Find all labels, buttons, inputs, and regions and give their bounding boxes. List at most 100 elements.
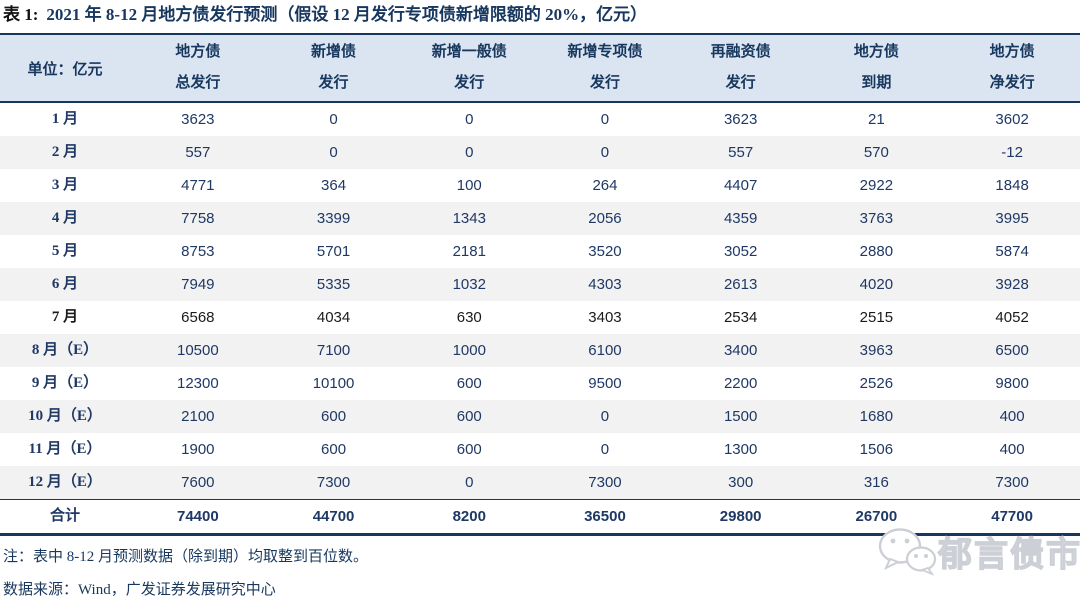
value-cell: 1900	[181, 441, 215, 458]
value-cell: 2880	[859, 243, 894, 260]
wechat-icon	[878, 528, 937, 576]
table-header: 单位：亿元 地方债 总发行 新增债 发行 新增一般债 发行 新增专项债 发行 再融资债 发行 地方债…	[0, 33, 1080, 103]
value-cell: 3602	[995, 111, 1029, 128]
value-cell: 570	[863, 144, 889, 161]
value-cell: 1300	[723, 441, 758, 458]
value-cell: 21	[868, 111, 885, 128]
value-cell: 3963	[859, 342, 894, 359]
value-cell: 600	[321, 441, 347, 458]
value-cell: 3052	[723, 243, 758, 260]
month-label: 1 月	[51, 111, 79, 127]
table-title-text: 2021 年 8-12 月地方债发行预测（假设 12 月发行专项债新增限额的 2…	[46, 5, 648, 24]
value-cell: 0	[329, 144, 338, 161]
month-label: 4 月	[51, 210, 79, 226]
month-label: 11 月（E）	[28, 441, 102, 457]
value-cell: 4303	[588, 276, 622, 293]
value-cell: 400	[999, 441, 1025, 458]
unit-label: 单位：亿元	[0, 33, 130, 103]
value-cell: 364	[321, 177, 347, 194]
value-cell: 74400	[130, 499, 266, 536]
column-header-line2: 发行	[318, 75, 349, 91]
column-header-1: 新增债 发行	[265, 33, 402, 103]
table-title-prefix: 表 1:	[3, 5, 39, 24]
value-cell: 44700	[265, 499, 402, 536]
month-label: 12 月（E）	[28, 474, 102, 490]
month-label: 3 月	[51, 177, 79, 193]
value-cell: 630	[456, 309, 482, 326]
column-header-line2: 到期	[861, 75, 892, 91]
value-cell: 0	[600, 111, 610, 128]
table-row: 3 月 4771 364 100 264 4407 2922 1848	[0, 169, 1080, 202]
value-cell: 7300	[316, 474, 351, 491]
table-row: 6 月 7949 5335 1032 4303 2613 4020 3928	[0, 268, 1080, 301]
value-cell: 0	[600, 408, 610, 425]
column-header-line1: 再融资债	[710, 44, 771, 60]
column-header-6: 地方债 净发行	[944, 33, 1080, 103]
value-cell: 0	[465, 111, 474, 128]
value-cell: 1680	[859, 408, 894, 425]
month-label: 5 月	[51, 243, 79, 259]
value-cell: 7300	[995, 474, 1029, 491]
month-label: 6 月	[51, 276, 79, 292]
value-cell: 2100	[181, 408, 215, 425]
value-cell: 7758	[181, 210, 215, 227]
value-cell: 600	[456, 441, 482, 458]
data-table: 单位：亿元 地方债 总发行 新增债 发行 新增一般债 发行 新增专项债 发行 再融资债 发行 地方债…	[0, 33, 1080, 536]
column-header-0: 地方债 总发行	[130, 33, 266, 103]
column-header-line2: 发行	[725, 75, 756, 91]
month-label: 合计	[0, 499, 130, 536]
header-row: 单位：亿元 地方债 总发行 新增债 发行 新增一般债 发行 新增专项债 发行 再融资债 发行 地方债…	[0, 33, 1080, 103]
value-cell: 600	[321, 408, 347, 425]
value-cell: 4052	[995, 309, 1029, 326]
column-header-line2: 总发行	[175, 75, 221, 91]
column-header-line2: 发行	[454, 75, 485, 91]
data-source: 数据来源：Wind，广发证券发展研究中心	[3, 582, 276, 598]
table-row: 1 月 3623 0 0 0 3623 21 3602	[0, 102, 1080, 136]
value-cell: 4020	[859, 276, 894, 293]
value-cell: 2515	[859, 309, 894, 326]
month-label: 8 月（E）	[31, 342, 99, 358]
value-cell: 3520	[588, 243, 622, 260]
value-cell: 5701	[316, 243, 351, 260]
value-cell: 4359	[723, 210, 758, 227]
table-body: 1 月 3623 0 0 0 3623 21 3602 2 月 557 0 0 0 557 570 -12 3 …	[0, 102, 1080, 536]
value-cell: 2200	[723, 375, 758, 392]
value-cell: 2181	[452, 243, 486, 260]
value-cell: 2922	[859, 177, 894, 194]
value-cell: 600	[456, 408, 482, 425]
value-cell: 6100	[588, 342, 622, 359]
month-label: 7 月	[51, 309, 79, 325]
value-cell: 4771	[181, 177, 215, 194]
value-cell: 6568	[181, 309, 215, 326]
value-cell: 3623	[723, 111, 758, 128]
value-cell: 7100	[316, 342, 351, 359]
value-cell: 8200	[401, 499, 538, 536]
value-cell: 0	[465, 474, 474, 491]
value-cell: 4407	[723, 177, 758, 194]
value-cell: 316	[863, 474, 889, 491]
column-header-line1: 新增一般债	[431, 44, 507, 60]
value-cell: 1506	[859, 441, 894, 458]
value-cell: 1848	[995, 177, 1029, 194]
value-cell: 1032	[452, 276, 486, 293]
value-cell: 264	[592, 177, 618, 194]
table-row: 2 月 557 0 0 0 557 570 -12	[0, 136, 1080, 169]
value-cell: 5335	[316, 276, 351, 293]
value-cell: 2613	[723, 276, 758, 293]
table-title: 表 1: 2021 年 8-12 月地方债发行预测（假设 12 月发行专项债新增限…	[0, 0, 1080, 33]
value-cell: 3399	[316, 210, 351, 227]
value-cell: 12300	[176, 375, 219, 392]
table-row: 8 月（E） 10500 7100 1000 6100 3400 3963 6500	[0, 334, 1080, 367]
table-note: 注：表中 8-12 月预测数据（除到期）均取整到百位数。	[3, 549, 368, 565]
value-cell: 0	[600, 441, 610, 458]
value-cell: 5874	[995, 243, 1029, 260]
value-cell: 300	[728, 474, 754, 491]
value-cell: 0	[329, 111, 338, 128]
value-cell: 3763	[859, 210, 894, 227]
value-cell: 7300	[588, 474, 622, 491]
value-cell: -12	[1001, 144, 1023, 161]
table-row: 12 月（E） 7600 7300 0 7300 300 316 7300	[0, 466, 1080, 500]
watermark-text: 郁言债市	[937, 536, 1080, 574]
value-cell: 1343	[452, 210, 486, 227]
value-cell: 8753	[181, 243, 215, 260]
